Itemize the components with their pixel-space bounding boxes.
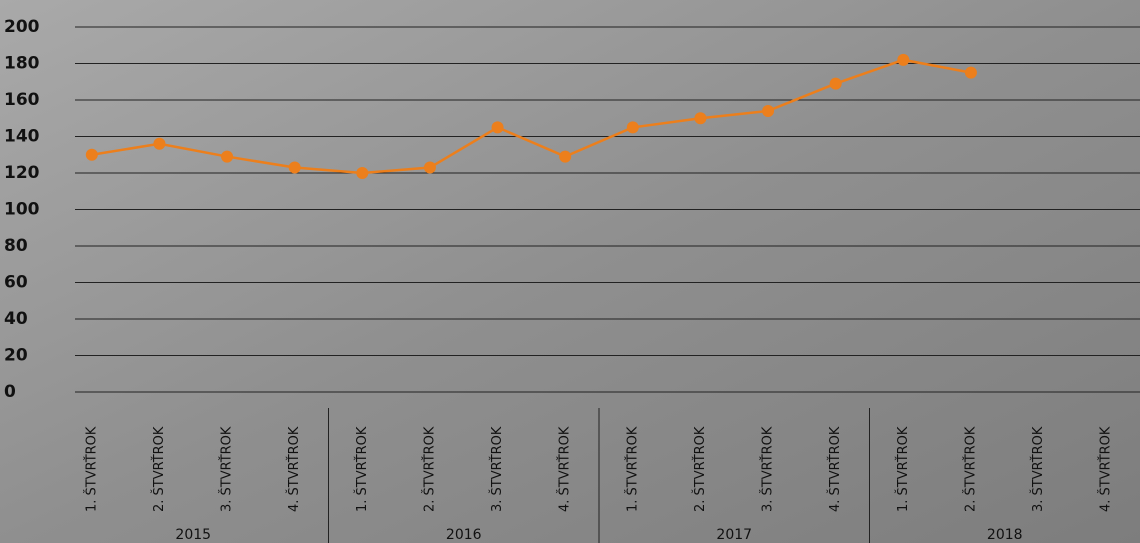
y-tick-label: 120 [4, 163, 40, 183]
y-tick-label: 20 [4, 346, 28, 366]
group-label: 2018 [987, 527, 1023, 543]
point [423, 161, 436, 174]
point [626, 121, 639, 134]
y-tick-label: 140 [4, 127, 40, 147]
y-tick-label: 60 [4, 273, 28, 293]
group-label: 2016 [446, 527, 482, 543]
point [288, 161, 301, 174]
point [221, 150, 234, 163]
y-tick-label: 80 [4, 236, 28, 256]
point [829, 77, 842, 90]
x-tick-label: 1. ŠTVRŤROK [83, 426, 99, 512]
point [762, 104, 775, 117]
x-tick-label: 1. ŠTVRŤROK [624, 426, 640, 512]
x-tick-label: 4. ŠTVRŤROK [286, 426, 302, 512]
x-tick-label: 4. ŠTVRŤROK [557, 426, 573, 512]
x-tick-label: 1. ŠTVRŤROK [895, 426, 911, 512]
x-tick-label: 3. ŠTVRŤROK [760, 426, 776, 512]
y-tick-label: 100 [4, 200, 40, 220]
x-tick-label: 3. ŠTVRŤROK [1030, 426, 1046, 512]
point [897, 53, 910, 66]
x-tick-label: 3. ŠTVRŤROK [219, 426, 235, 512]
point [694, 112, 707, 125]
y-tick-label: 0 [4, 382, 16, 402]
x-tick-label: 4. ŠTVRŤROK [1098, 426, 1114, 512]
x-tick-label: 2. ŠTVRŤROK [151, 426, 167, 512]
y-tick-label: 180 [4, 54, 40, 74]
point [964, 66, 977, 79]
point [356, 167, 369, 179]
x-tick-label: 3. ŠTVRŤROK [489, 426, 505, 512]
y-tick-label: 40 [4, 309, 28, 329]
point [153, 137, 166, 150]
x-tick-label: 2. ŠTVRŤROK [962, 426, 978, 512]
point [559, 150, 572, 163]
x-tick-label: 2. ŠTVRŤROK [692, 426, 708, 512]
line [91, 58, 972, 175]
y-tick-label: 200 [4, 17, 40, 37]
x-tick-label: 2. ŠTVRŤROK [421, 426, 437, 512]
point [85, 148, 98, 161]
x-tick-label: 4. ŠTVRŤROK [827, 426, 843, 512]
point [491, 121, 504, 134]
y-tick-label: 160 [4, 90, 40, 110]
group-label: 2017 [716, 527, 752, 543]
group-label: 2015 [175, 527, 211, 543]
x-tick-label: 1. ŠTVRŤROK [354, 426, 370, 512]
